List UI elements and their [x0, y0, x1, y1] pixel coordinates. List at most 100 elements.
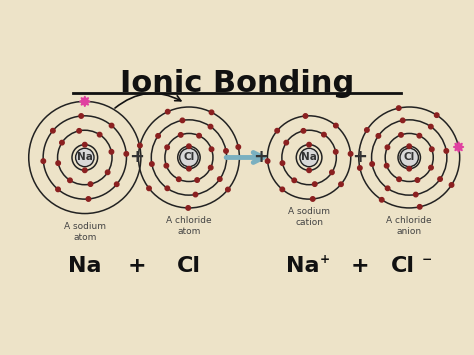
Text: Na: Na — [68, 256, 101, 275]
Circle shape — [150, 162, 154, 166]
Text: A chloride
atom: A chloride atom — [166, 216, 212, 236]
Circle shape — [210, 147, 214, 152]
Circle shape — [68, 178, 72, 182]
Text: A sodium
atom: A sodium atom — [64, 222, 106, 242]
Text: +: + — [352, 148, 367, 166]
Circle shape — [77, 129, 82, 133]
Circle shape — [60, 140, 64, 145]
Circle shape — [435, 113, 439, 118]
Text: +: + — [350, 256, 369, 275]
Text: Na: Na — [301, 153, 317, 163]
Circle shape — [156, 133, 160, 138]
Circle shape — [348, 152, 353, 156]
Text: Cl: Cl — [391, 256, 415, 275]
Circle shape — [124, 152, 128, 156]
Text: Na: Na — [286, 256, 319, 275]
Circle shape — [193, 192, 198, 197]
Circle shape — [399, 133, 403, 137]
Text: Cl: Cl — [177, 256, 201, 275]
Text: +: + — [254, 148, 269, 166]
Circle shape — [187, 166, 191, 171]
Circle shape — [165, 145, 169, 149]
Circle shape — [114, 182, 119, 186]
Polygon shape — [453, 142, 464, 152]
Circle shape — [164, 163, 169, 168]
Circle shape — [186, 206, 191, 210]
Circle shape — [438, 177, 442, 181]
Circle shape — [334, 149, 338, 154]
Circle shape — [310, 197, 315, 201]
Circle shape — [236, 145, 240, 149]
Circle shape — [303, 114, 308, 118]
Circle shape — [137, 143, 142, 148]
Circle shape — [444, 149, 448, 153]
Circle shape — [109, 149, 114, 154]
Circle shape — [292, 178, 297, 182]
Circle shape — [187, 144, 191, 148]
Circle shape — [79, 114, 83, 118]
Circle shape — [105, 170, 110, 175]
Circle shape — [97, 132, 102, 137]
Circle shape — [224, 149, 228, 153]
Circle shape — [56, 187, 60, 192]
Circle shape — [312, 182, 317, 186]
Text: Na: Na — [77, 153, 93, 163]
Circle shape — [357, 166, 362, 170]
Text: Cl: Cl — [403, 153, 415, 163]
Text: Cl: Cl — [183, 153, 194, 163]
Text: Ionic Bonding: Ionic Bonding — [120, 69, 354, 98]
Circle shape — [401, 118, 405, 122]
Circle shape — [339, 182, 343, 186]
Text: −: − — [422, 253, 432, 266]
Circle shape — [226, 187, 230, 192]
Circle shape — [180, 148, 198, 167]
Circle shape — [280, 187, 284, 192]
Circle shape — [449, 183, 454, 187]
Circle shape — [380, 197, 384, 202]
Circle shape — [275, 129, 280, 133]
Circle shape — [209, 110, 214, 115]
Circle shape — [385, 186, 390, 191]
Polygon shape — [80, 96, 90, 106]
Circle shape — [197, 133, 201, 138]
Text: +: + — [128, 256, 146, 275]
Circle shape — [322, 132, 326, 137]
Circle shape — [301, 129, 306, 133]
Circle shape — [51, 129, 55, 133]
Circle shape — [208, 124, 213, 129]
Text: +: + — [320, 253, 330, 266]
Circle shape — [56, 161, 60, 165]
Circle shape — [147, 186, 151, 191]
Circle shape — [407, 144, 411, 148]
Circle shape — [334, 123, 338, 128]
Circle shape — [418, 204, 422, 209]
Circle shape — [429, 165, 433, 170]
Circle shape — [179, 133, 183, 137]
Circle shape — [407, 166, 411, 171]
Circle shape — [265, 159, 270, 163]
Circle shape — [400, 148, 419, 167]
Circle shape — [370, 162, 374, 166]
Circle shape — [82, 142, 87, 147]
Circle shape — [209, 165, 213, 170]
Circle shape — [417, 133, 421, 138]
Circle shape — [413, 192, 418, 197]
Circle shape — [307, 142, 311, 147]
Circle shape — [429, 147, 434, 152]
Circle shape — [384, 163, 389, 168]
Circle shape — [165, 109, 170, 114]
Circle shape — [300, 148, 319, 167]
Circle shape — [75, 148, 94, 167]
Circle shape — [284, 140, 289, 145]
Circle shape — [415, 178, 419, 182]
Circle shape — [376, 133, 381, 138]
Text: A sodium
cation: A sodium cation — [288, 207, 330, 227]
Circle shape — [280, 161, 285, 165]
Circle shape — [307, 168, 311, 173]
Text: +: + — [129, 148, 145, 166]
Circle shape — [428, 124, 433, 129]
Circle shape — [396, 106, 401, 110]
Circle shape — [385, 145, 390, 149]
Circle shape — [41, 159, 46, 163]
Circle shape — [82, 168, 87, 173]
